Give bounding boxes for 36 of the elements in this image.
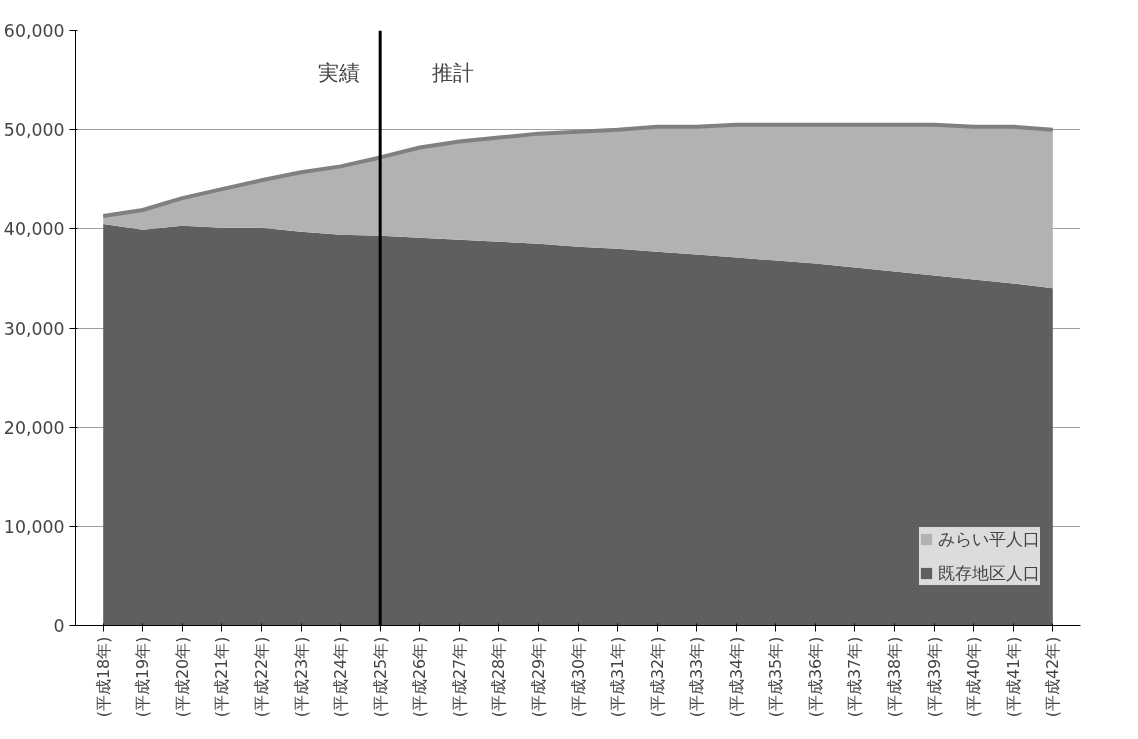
x-tick-label: (平成38年) <box>885 636 905 718</box>
x-tick-label: (平成39年) <box>924 636 944 718</box>
x-tick-label: (平成21年) <box>212 636 232 718</box>
x-tick-label: (平成37年) <box>845 636 865 718</box>
x-tick-label: (平成29年) <box>528 636 548 718</box>
x-tick-label: (平成31年) <box>608 636 628 718</box>
x-tick-label: (平成18年) <box>93 636 113 718</box>
y-tick-label: 60,000 <box>3 21 65 41</box>
x-tick-label: (平成36年) <box>805 636 825 718</box>
x-tick-label: (平成35年) <box>766 636 786 718</box>
x-tick-label: (平成34年) <box>726 636 746 718</box>
y-tick-label: 20,000 <box>3 417 65 438</box>
legend-label: 既存地区人口 <box>938 562 1040 585</box>
y-tick-label: 0 <box>53 616 65 636</box>
legend-label: みらい平人口 <box>938 528 1040 551</box>
y-tick-label: 10,000 <box>3 516 65 537</box>
x-tick-label: (平成26年) <box>410 636 430 718</box>
y-tick-label: 30,000 <box>3 318 65 339</box>
x-tick-label: (平成23年) <box>291 636 311 718</box>
x-tick-label: (平成42年) <box>1043 636 1063 718</box>
x-tick-label: (平成22年) <box>251 636 271 718</box>
x-tick-label: (平成32年) <box>647 636 667 718</box>
annotation: 推計 <box>431 59 474 85</box>
x-tick-label: (平成33年) <box>687 636 707 718</box>
x-tick-label: (平成40年) <box>964 636 984 718</box>
x-tick-label: (平成24年) <box>331 636 351 718</box>
y-tick-label: 40,000 <box>3 219 65 240</box>
y-tick-label: 50,000 <box>3 120 65 141</box>
x-tick-label: (平成20年) <box>172 636 192 718</box>
x-tick-label: (平成28年) <box>489 636 509 718</box>
x-tick-label: (平成27年) <box>449 636 469 718</box>
annotation: 実績 <box>318 59 361 85</box>
x-tick-label: (平成30年) <box>568 636 588 718</box>
x-tick-label: (平成19年) <box>133 636 153 718</box>
x-tick-label: (平成25年) <box>370 636 390 718</box>
x-tick-label: (平成41年) <box>1003 636 1023 718</box>
